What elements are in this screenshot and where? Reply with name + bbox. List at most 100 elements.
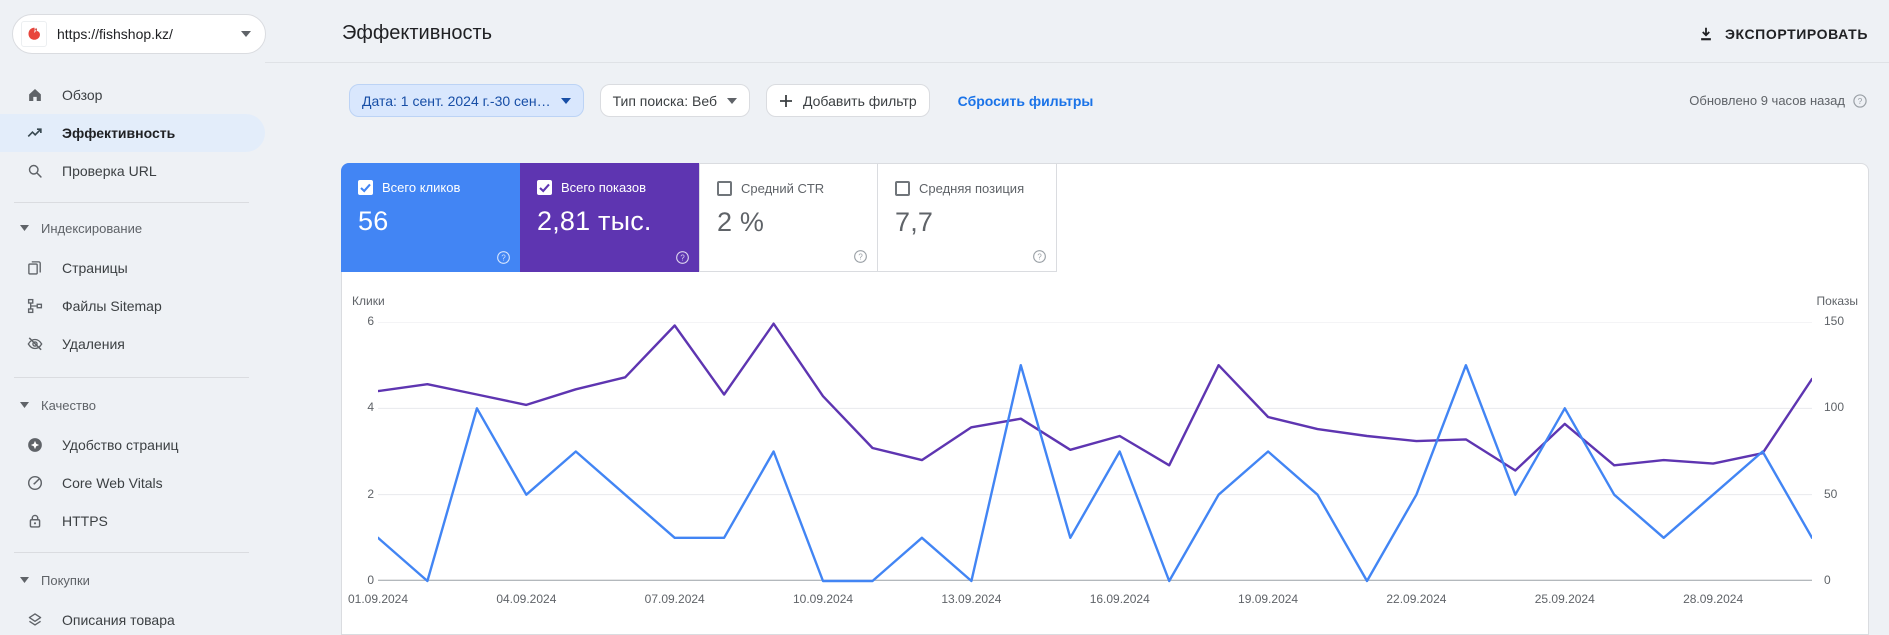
sidebar-section-quality[interactable]: Качество xyxy=(0,392,265,418)
sidebar-item-page-experience[interactable]: Удобство страниц xyxy=(0,426,265,464)
metric-card-impressions[interactable]: Всего показов 2,81 тыс. ? xyxy=(520,163,699,272)
sidebar-item-pages[interactable]: Страницы xyxy=(0,249,265,287)
sidebar-divider xyxy=(14,377,249,378)
sidebar-item-https[interactable]: HTTPS xyxy=(0,502,265,540)
sidebar-item-core-web-vitals[interactable]: Core Web Vitals xyxy=(0,464,265,502)
date-filter-label: Дата: 1 сент. 2024 г.-30 сен… xyxy=(362,92,551,109)
page-experience-icon xyxy=(28,438,42,452)
layers-icon xyxy=(28,613,42,626)
position-checkbox[interactable] xyxy=(895,181,910,196)
site-favicon xyxy=(21,21,47,47)
sidebar-item-label: Эффективность xyxy=(62,125,176,141)
card-label: Всего показов xyxy=(561,180,646,195)
sidebar-item-label: Проверка URL xyxy=(62,163,157,179)
ctr-checkbox[interactable] xyxy=(717,181,732,196)
tick-label: 0 xyxy=(367,573,374,587)
sidebar-section-shopping[interactable]: Покупки xyxy=(0,567,265,593)
date-filter-chip[interactable]: Дата: 1 сент. 2024 г.-30 сен… xyxy=(349,84,584,117)
home-icon xyxy=(29,89,41,101)
property-url: https://fishshop.kz/ xyxy=(57,26,173,42)
chevron-down-icon xyxy=(20,402,29,408)
header-divider xyxy=(265,62,1889,63)
add-filter-label: Добавить фильтр xyxy=(802,92,917,109)
sidebar-section-label: Качество xyxy=(41,397,96,413)
sidebar-section-indexing[interactable]: Индексирование xyxy=(0,215,265,241)
property-selector[interactable]: https://fishshop.kz/ xyxy=(12,14,266,54)
card-value: 56 xyxy=(358,206,389,236)
tick-label: 25.09.2024 xyxy=(1534,592,1595,606)
sidebar-item-product-snippets[interactable]: Описания товара xyxy=(0,601,265,635)
metric-card-position[interactable]: Средняя позиция 7,7 ? xyxy=(878,163,1057,272)
sidebar-nav: Обзор Эффективность Проверка URL Индекси… xyxy=(0,76,265,635)
sidebar-item-label: Описания товара xyxy=(62,612,175,628)
sidebar-section-label: Индексирование xyxy=(41,220,143,236)
pages-icon xyxy=(28,261,41,275)
sidebar-item-url-inspection[interactable]: Проверка URL xyxy=(0,152,265,190)
tick-label: 16.09.2024 xyxy=(1089,592,1150,606)
help-icon[interactable]: ? xyxy=(1852,93,1868,109)
tick-label: 150 xyxy=(1824,314,1845,328)
help-icon[interactable]: ? xyxy=(496,250,511,265)
metric-card-ctr[interactable]: Средний CTR 2 % ? xyxy=(699,163,878,272)
impressions-checkbox[interactable] xyxy=(537,180,552,195)
removals-icon xyxy=(27,337,43,351)
help-icon[interactable]: ? xyxy=(853,249,868,264)
updated-text: Обновлено 9 часов назад xyxy=(1689,93,1845,108)
tick-label: 28.09.2024 xyxy=(1683,592,1744,606)
card-label: Средняя позиция xyxy=(919,181,1025,196)
card-label: Всего кликов xyxy=(382,180,461,195)
sidebar-item-label: Удобство страниц xyxy=(62,437,179,453)
tick-label: 4 xyxy=(367,400,374,415)
sidebar-item-removals[interactable]: Удаления xyxy=(0,325,265,363)
tick-label: 04.09.2024 xyxy=(496,592,557,606)
tick-label: 19.09.2024 xyxy=(1238,592,1299,606)
clicks-checkbox[interactable] xyxy=(358,180,373,195)
sidebar-item-performance[interactable]: Эффективность xyxy=(0,114,265,152)
filter-bar: Дата: 1 сент. 2024 г.-30 сен… Тип поиска… xyxy=(349,84,1093,117)
tick-label: 50 xyxy=(1824,486,1838,501)
tick-label: 22.09.2024 xyxy=(1386,592,1447,606)
add-filter-button[interactable]: Добавить фильтр xyxy=(765,84,930,117)
sidebar-item-overview[interactable]: Обзор xyxy=(0,76,265,114)
page-title: Эффективность xyxy=(342,22,493,44)
tick-label: 0 xyxy=(1824,573,1831,587)
sidebar-item-label: Файлы Sitemap xyxy=(62,298,162,314)
updated-status: Обновлено 9 часов назад ? xyxy=(1689,84,1868,117)
gauge-icon xyxy=(27,475,43,491)
chart-svg xyxy=(378,322,1812,583)
card-value: 7,7 xyxy=(895,207,934,237)
tick-label: 13.09.2024 xyxy=(941,592,1002,606)
tick-label: 2 xyxy=(367,486,374,501)
download-icon xyxy=(1701,27,1711,41)
sidebar-item-sitemaps[interactable]: Файлы Sitemap xyxy=(0,287,265,325)
right-axis-title: Показы xyxy=(1816,294,1858,308)
sidebar-item-label: Удаления xyxy=(62,336,125,352)
sitemap-icon xyxy=(27,298,43,314)
export-button[interactable]: ЭКСПОРТИРОВАТЬ xyxy=(1697,25,1868,43)
series-line-Показы xyxy=(378,322,1812,472)
svg-text:?: ? xyxy=(1858,96,1863,106)
tick-label: 01.09.2024 xyxy=(347,592,409,606)
help-icon[interactable]: ? xyxy=(675,250,690,265)
sidebar-item-label: HTTPS xyxy=(62,513,108,529)
reset-filters-link[interactable]: Сбросить фильтры xyxy=(957,92,1094,109)
help-icon[interactable]: ? xyxy=(1032,249,1047,264)
search-icon xyxy=(28,164,42,178)
left-axis-title: Клики xyxy=(352,294,385,308)
chevron-down-icon xyxy=(20,225,29,231)
svg-text:?: ? xyxy=(680,254,685,263)
svg-text:?: ? xyxy=(501,254,506,263)
search-type-filter-chip[interactable]: Тип поиска: Веб xyxy=(599,84,750,117)
metric-card-clicks[interactable]: Всего кликов 56 ? xyxy=(341,163,520,272)
chevron-down-icon xyxy=(726,97,737,104)
chevron-down-icon xyxy=(560,97,571,104)
metric-cards: Всего кликов 56 ? Всего показов 2,81 тыс… xyxy=(341,163,1057,272)
performance-icon xyxy=(27,128,42,137)
lock-icon xyxy=(29,514,41,528)
search-type-label: Тип поиска: Веб xyxy=(612,92,717,109)
tick-label: 07.09.2024 xyxy=(644,592,705,606)
svg-text:?: ? xyxy=(858,253,863,262)
chevron-down-icon xyxy=(241,31,251,37)
sidebar-section-label: Покупки xyxy=(41,572,90,588)
